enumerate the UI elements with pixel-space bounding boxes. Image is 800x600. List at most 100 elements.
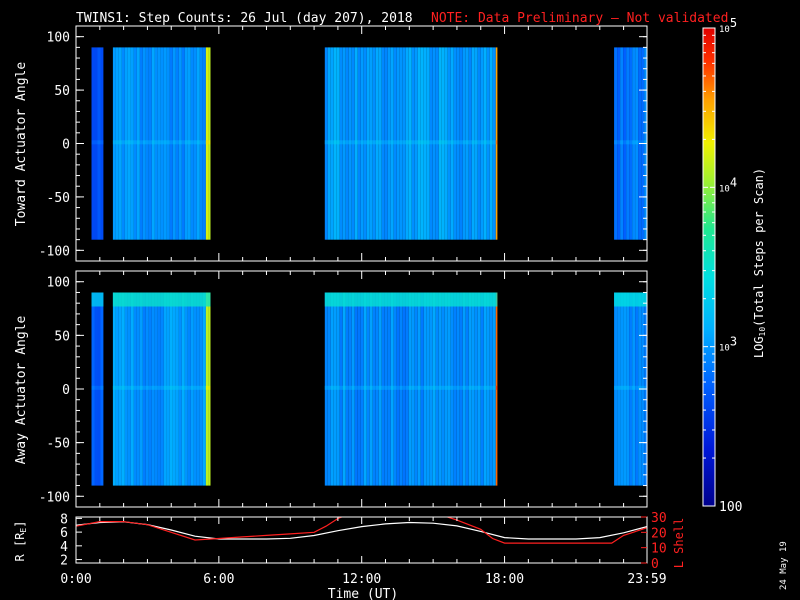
- heatmap-band: [387, 140, 391, 145]
- heatmap-band: [127, 140, 131, 145]
- heatmap-band: [169, 140, 173, 145]
- orbit-right-tick-label: 0: [651, 557, 659, 572]
- heatmap-band: [402, 140, 406, 145]
- heatmap-band: [492, 385, 496, 390]
- heatmap-band: [139, 385, 143, 390]
- heatmap-band: [181, 140, 185, 145]
- heatmap-band: [360, 140, 364, 145]
- heatmap-band: [172, 140, 176, 145]
- heatmap-band: [644, 385, 647, 390]
- heatmap-band: [130, 385, 134, 390]
- heatmap-band: [345, 140, 349, 145]
- heatmap-band: [396, 140, 400, 145]
- heatmap-band: [196, 140, 200, 145]
- heatmap-band: [480, 385, 484, 390]
- ytick-label: -100: [39, 244, 70, 259]
- heatmap-band: [112, 140, 116, 145]
- heatmap-band: [342, 140, 346, 145]
- heatmap-band: [202, 140, 206, 145]
- heatmap-band: [112, 385, 116, 390]
- heatmap-band: [136, 140, 140, 145]
- heatmap-band: [387, 385, 391, 390]
- heatmap-band: [465, 140, 469, 145]
- heatmap-band: [339, 140, 343, 145]
- heatmap-band: [456, 140, 460, 145]
- heatmap-band: [100, 140, 104, 145]
- heatmap-band: [405, 385, 409, 390]
- heatmap-band: [453, 385, 457, 390]
- heatmap-band: [145, 140, 149, 145]
- heatmap-band: [205, 140, 209, 145]
- colorbar-tick-exp: 5: [730, 16, 737, 30]
- heatmap-band: [411, 140, 415, 145]
- heatmap-band: [193, 385, 197, 390]
- ytick-label: -100: [39, 490, 70, 505]
- heatmap-band: [100, 385, 104, 390]
- colorbar-label-sub: 10: [758, 327, 767, 337]
- heatmap-band: [148, 140, 152, 145]
- heatmap-band: [163, 140, 167, 145]
- heatmap-band: [638, 385, 642, 390]
- heatmap-band: [202, 385, 206, 390]
- heatmap-band: [333, 385, 337, 390]
- heatmap-band: [471, 140, 475, 145]
- heatmap-band: [626, 385, 630, 390]
- heatmap-band: [417, 140, 421, 145]
- heatmap-band: [426, 385, 430, 390]
- heatmap-band: [339, 385, 343, 390]
- heatmap-band: [417, 385, 421, 390]
- heatmap-band: [369, 140, 373, 145]
- orbit-xlabel: Time (UT): [328, 587, 398, 600]
- heatmap-band: [348, 385, 352, 390]
- heatmap-band: [453, 140, 457, 145]
- heatmap-band: [208, 140, 211, 145]
- heatmap-band: [468, 385, 472, 390]
- heatmap-band: [327, 385, 331, 390]
- heatmap-band: [372, 140, 376, 145]
- heatmap-band: [199, 140, 203, 145]
- toward-angle-panel: 100 50 0 -50 -100: [39, 25, 648, 262]
- heatmap-band: [130, 140, 134, 145]
- heatmap-band: [629, 140, 633, 145]
- orbit-right-tick-label: 10: [651, 542, 667, 557]
- heatmap-band: [411, 385, 415, 390]
- heatmap-band: [459, 140, 463, 145]
- heatmap-band: [193, 140, 197, 145]
- heatmap-band: [495, 385, 498, 390]
- heatmap-band: [378, 385, 382, 390]
- heatmap-top-band: [324, 292, 498, 307]
- heatmap-band: [483, 140, 487, 145]
- heatmap-band: [372, 385, 376, 390]
- heatmap-band: [190, 140, 194, 145]
- heatmap-band: [471, 385, 475, 390]
- heatmap-band: [435, 140, 439, 145]
- heatmap-band: [139, 140, 143, 145]
- lshell-series-line: [76, 517, 647, 544]
- heatmap-band: [474, 140, 478, 145]
- ytick-label: 0: [62, 383, 70, 398]
- orbit-xtick-label: 23:59: [627, 572, 666, 587]
- heatmap-band: [489, 140, 493, 145]
- heatmap-band: [196, 385, 200, 390]
- heatmap-band: [623, 385, 627, 390]
- heatmap-band: [486, 385, 490, 390]
- heatmap-band: [91, 385, 95, 390]
- heatmap-band: [414, 385, 418, 390]
- heatmap-band: [620, 140, 624, 145]
- date-stamp: 24 May 19: [779, 541, 789, 590]
- heatmap-band: [187, 140, 191, 145]
- heatmap-band: [408, 385, 412, 390]
- heatmap-band: [390, 385, 394, 390]
- colorbar-tick-exp: 4: [730, 175, 737, 189]
- heatmap-band: [626, 140, 630, 145]
- heatmap-band: [384, 385, 388, 390]
- heatmap-band: [97, 385, 101, 390]
- heatmap-band: [342, 385, 346, 390]
- heatmap-band: [408, 140, 412, 145]
- colorbar-tick-base: 10: [719, 25, 730, 35]
- heatmap-band: [157, 385, 161, 390]
- heatmap-band: [184, 385, 188, 390]
- heatmap-top-band: [91, 292, 104, 307]
- heatmap-band: [632, 385, 636, 390]
- orbit-right-ylabel: L Shell: [672, 518, 686, 569]
